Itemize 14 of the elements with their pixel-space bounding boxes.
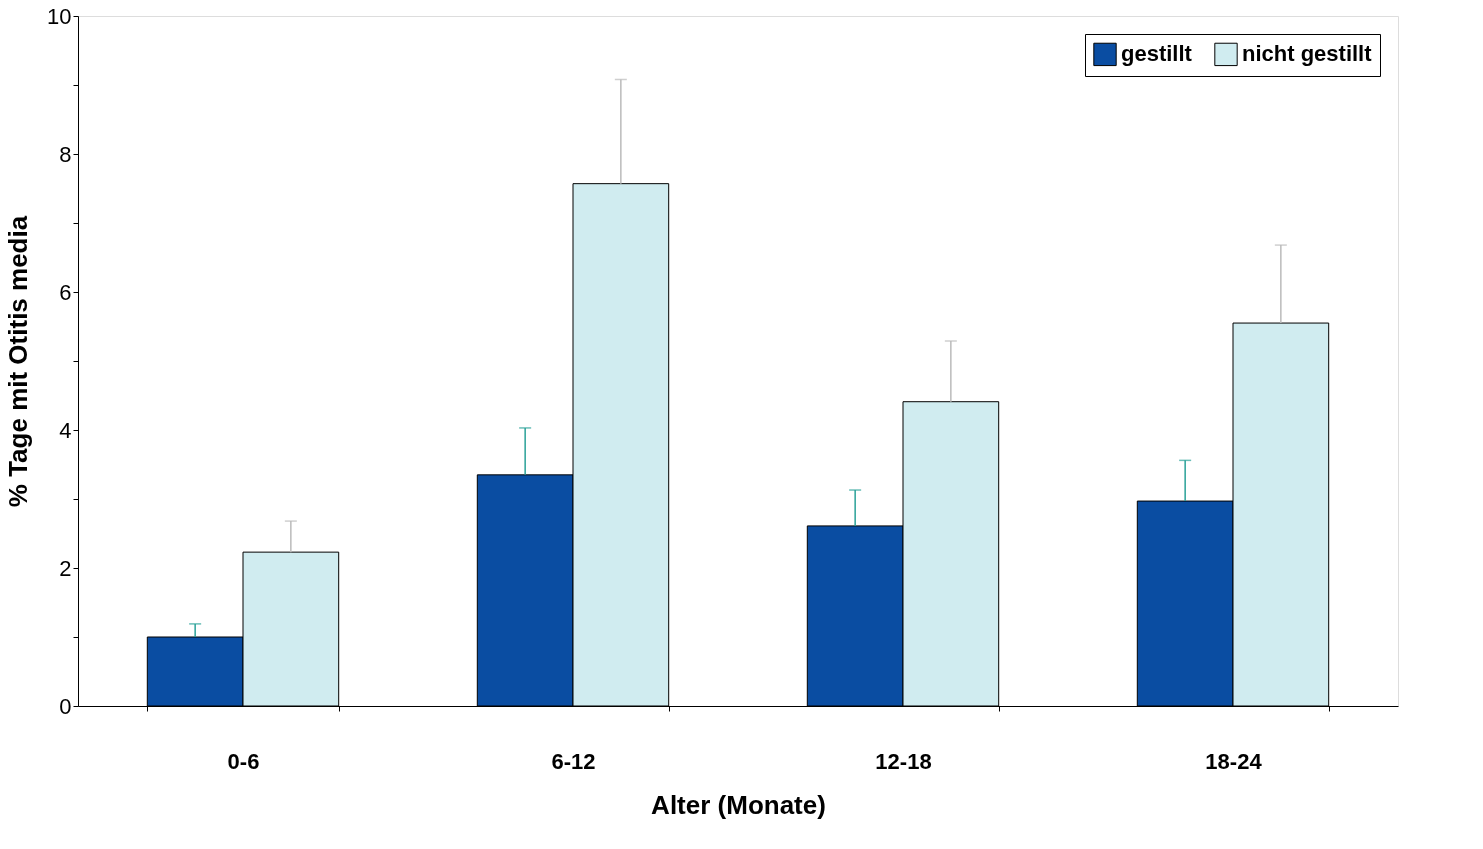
x-tick-label: 18-24 bbox=[1205, 748, 1263, 774]
y-tick-label: 10 bbox=[47, 3, 72, 29]
y-tick-label: 0 bbox=[59, 693, 72, 719]
x-axis-title: Alter (Monate) bbox=[651, 789, 826, 820]
y-tick-label: 8 bbox=[59, 141, 72, 167]
y-tick-label: 2 bbox=[59, 555, 72, 581]
legend-label: nicht gestillt bbox=[1242, 41, 1373, 67]
y-tick-label: 6 bbox=[59, 279, 72, 305]
legend-label: gestillt bbox=[1121, 41, 1193, 67]
x-tick-label: 0-6 bbox=[227, 748, 260, 774]
x-tick-label: 6-12 bbox=[551, 748, 596, 774]
y-tick-label: 4 bbox=[59, 417, 72, 443]
y-axis-title: % Tage mit Otitis media bbox=[3, 215, 34, 508]
x-tick-label: 12-18 bbox=[875, 748, 932, 774]
